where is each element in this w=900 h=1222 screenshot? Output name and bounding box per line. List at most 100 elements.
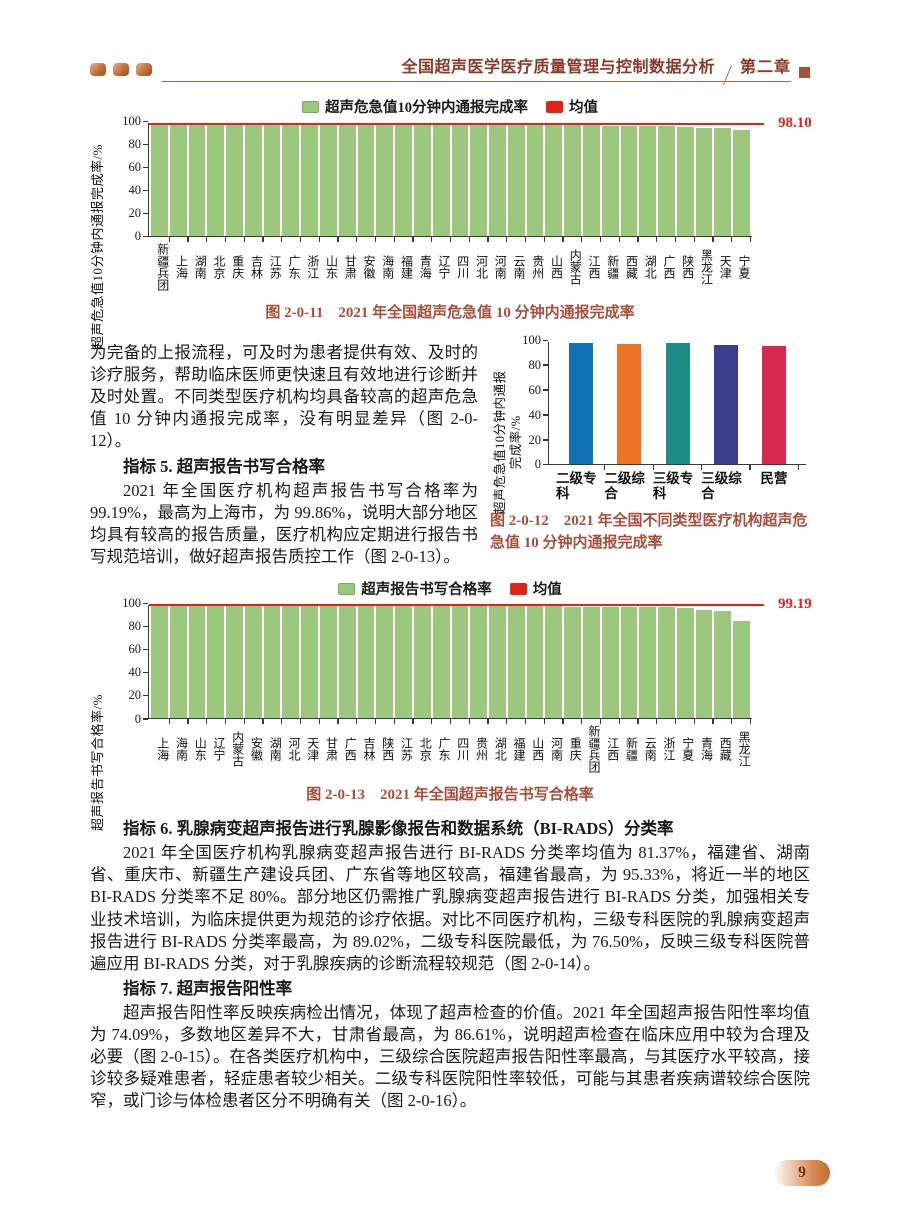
x-axis-label: 安徽 bbox=[244, 719, 264, 773]
bar-安徽 bbox=[244, 605, 262, 719]
bar-广西 bbox=[658, 126, 675, 236]
bar-上海 bbox=[151, 605, 168, 719]
bar-广东 bbox=[432, 606, 450, 719]
bar-湖北 bbox=[489, 606, 506, 719]
bar-辽宁 bbox=[207, 605, 225, 719]
bar-天津 bbox=[301, 605, 319, 719]
bar-甘肃 bbox=[320, 605, 337, 719]
legend-item: 均值 bbox=[546, 96, 598, 117]
x-axis-label: 湖南 bbox=[263, 719, 282, 773]
figure-2-0-12-chart: 超声危急值10分钟内通报完成率/% 100 80 60 40 20 0 二级专科 二级综合三… bbox=[490, 334, 810, 514]
plot-area: 99.19 bbox=[148, 596, 812, 720]
x-axis-label: 二级综合 bbox=[604, 465, 655, 501]
x-axis-label: 贵州 bbox=[469, 719, 489, 773]
paragraph: 超声报告阳性率反映疾病检出情况，体现了超声检查的价值。2021 年全国超声报告阳… bbox=[90, 1002, 810, 1111]
bar-二级综合 bbox=[617, 344, 642, 464]
y-tick-label: 40 bbox=[129, 666, 148, 679]
bar-重庆 bbox=[226, 123, 243, 236]
bar-贵州 bbox=[470, 606, 488, 719]
x-axis-label: 湖北 bbox=[488, 719, 507, 773]
figure-2-0-11-chart: 超声危急值10分钟内通报完成率 均值 超声危急值10分钟内通报完成率/% 100 8… bbox=[90, 96, 812, 349]
plot-area: 98.10 bbox=[148, 115, 812, 237]
x-axis-label: 青海 bbox=[694, 719, 714, 773]
paragraph: 2021 年全国医疗机构乳腺病变超声报告进行 BI-RADS 分类率均值为 81… bbox=[90, 843, 810, 973]
bar-青海 bbox=[413, 124, 431, 236]
y-tick-label: 0 bbox=[135, 230, 148, 243]
legend-swatch-icon bbox=[546, 100, 563, 113]
x-axis-label: 新疆 bbox=[619, 719, 639, 773]
bar-cell bbox=[653, 342, 701, 464]
y-tick-label: 100 bbox=[522, 334, 548, 347]
figure-2-0-13-chart: 超声报告书写合格率 均值 超声报告书写合格率/% 100 80 60 40 20 0 99.… bbox=[90, 578, 812, 831]
bar-山西 bbox=[526, 606, 544, 719]
bar-河南 bbox=[489, 124, 506, 236]
dot-icon bbox=[136, 63, 152, 76]
x-axis-label: 江西 bbox=[600, 719, 620, 773]
header-title: 全国超声医学医疗质量管理与控制数据分析 bbox=[401, 59, 715, 76]
x-axis-label: 福建 bbox=[506, 719, 526, 773]
x-axis-label: 西藏 bbox=[619, 237, 639, 291]
y-axis-ticks: 100 80 60 40 20 0 bbox=[514, 334, 548, 471]
mean-line: 98.10 bbox=[149, 115, 812, 131]
x-axis-label: 内蒙古 bbox=[225, 719, 245, 773]
bar-内蒙古 bbox=[226, 605, 243, 719]
x-axis-label: 海南 bbox=[375, 237, 395, 291]
figure-2-0-13-caption: 图 2-0-13 2021 年全国超声报告书写合格率 bbox=[306, 787, 594, 804]
x-axis-label: 河北 bbox=[469, 237, 489, 291]
y-tick-label: 0 bbox=[535, 458, 548, 471]
x-axis-label: 民营 bbox=[750, 465, 800, 501]
bar-新疆 bbox=[601, 125, 619, 236]
bar-陕西 bbox=[676, 126, 694, 236]
x-axis-label: 内蒙古 bbox=[563, 237, 582, 291]
bar-北京 bbox=[413, 606, 431, 719]
bar-cell bbox=[702, 342, 750, 464]
bar-吉林 bbox=[244, 123, 262, 236]
bar-新疆兵团 bbox=[151, 123, 168, 236]
dot-icon bbox=[113, 63, 129, 76]
bar-山西 bbox=[545, 125, 563, 236]
x-axis-label: 河北 bbox=[281, 719, 301, 773]
x-axis-label: 浙江 bbox=[656, 719, 676, 773]
x-axis-label: 宁夏 bbox=[731, 237, 751, 291]
bar-内蒙古 bbox=[564, 125, 581, 236]
section-heading-indicator6: 指标 6. 乳腺病变超声报告进行乳腺影像报告和数据系统（BI-RADS）分类率 bbox=[123, 819, 674, 839]
bar-cell bbox=[557, 342, 605, 464]
bar-山东 bbox=[188, 605, 206, 719]
bar-甘肃 bbox=[338, 124, 356, 236]
x-axis-label: 上海 bbox=[150, 719, 170, 773]
bar-三级专科 bbox=[665, 343, 690, 464]
bar-河北 bbox=[470, 124, 488, 236]
legend-swatch-icon bbox=[338, 582, 356, 595]
page-number-badge: 9 bbox=[774, 1160, 830, 1186]
bar-天津 bbox=[714, 128, 732, 236]
x-axis-label: 山东 bbox=[319, 237, 339, 291]
bar-新疆兵团 bbox=[582, 606, 600, 719]
bar-海南 bbox=[169, 605, 187, 719]
x-axis-label: 陕西 bbox=[675, 237, 695, 291]
x-axis-label: 江西 bbox=[581, 237, 601, 291]
mean-value-label: 98.10 bbox=[778, 115, 812, 132]
x-axis-label: 新疆兵团 bbox=[581, 719, 601, 773]
x-axis-label: 北京 bbox=[413, 719, 432, 773]
bar-三级综合 bbox=[713, 344, 738, 464]
x-axis-label: 黑龙江 bbox=[694, 237, 714, 291]
body-section: 指标 6. 乳腺病变超声报告进行乳腺影像报告和数据系统（BI-RADS）分类率 … bbox=[90, 818, 810, 1112]
section-heading-indicator5: 指标 5. 超声报告书写合格率 bbox=[123, 456, 326, 476]
bar-新疆 bbox=[620, 606, 638, 719]
dot-icon bbox=[90, 63, 106, 76]
x-axis-label: 甘肃 bbox=[338, 237, 357, 291]
chapter-label: 第二章 bbox=[739, 59, 791, 76]
bar-云南 bbox=[639, 607, 657, 719]
bar-广西 bbox=[338, 605, 356, 719]
y-tick-label: 60 bbox=[129, 643, 148, 656]
x-axis-label: 天津 bbox=[713, 237, 732, 291]
legend-label: 超声危急值10分钟内通报完成率 bbox=[325, 100, 528, 116]
x-axis-label: 湖北 bbox=[638, 237, 657, 291]
x-axis-label: 重庆 bbox=[225, 237, 245, 291]
bar-河南 bbox=[545, 606, 563, 719]
figure-2-0-11-caption: 图 2-0-11 2021 年全国超声危急值 10 分钟内通报完成率 bbox=[265, 305, 635, 321]
x-axis-labels: 新疆兵团 上海 湖南 北京 重庆 吉林 江苏 广东 浙江 山东 甘肃 安徽 海南 福建 青海 辽宁 四川 河北 河南… bbox=[148, 237, 752, 291]
y-tick-label: 60 bbox=[529, 384, 548, 397]
y-tick-label: 80 bbox=[129, 620, 148, 633]
legend-label: 均值 bbox=[532, 582, 562, 599]
